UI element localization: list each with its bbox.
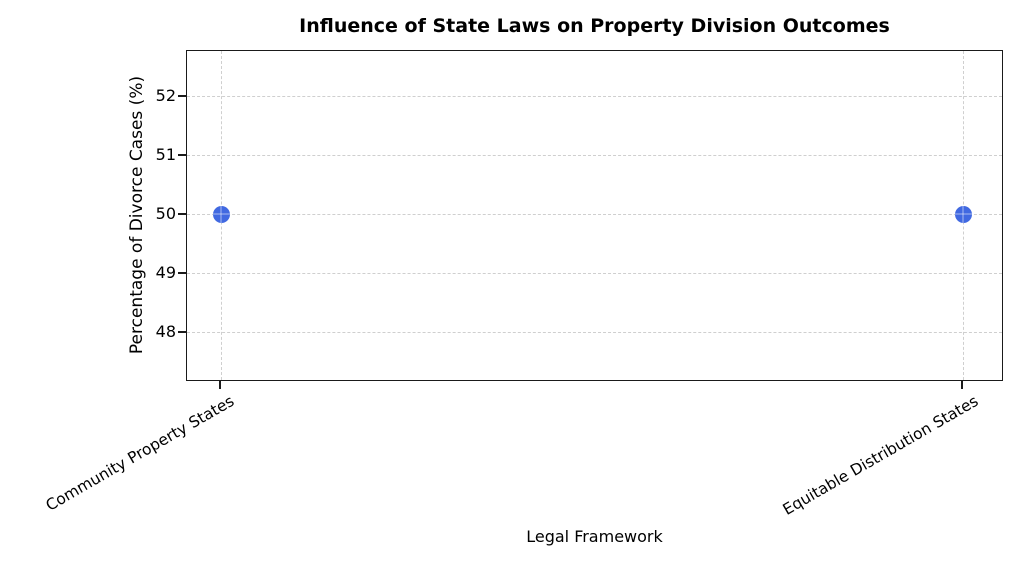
x-tick-mark: [961, 381, 963, 389]
y-tick-label-50: 50: [155, 204, 176, 223]
gridline-y-50: [187, 214, 1002, 215]
y-tick-label-51: 51: [155, 145, 176, 164]
x-tick-mark: [219, 381, 221, 389]
plot-area: [186, 50, 1003, 381]
y-tick-mark: [178, 272, 186, 274]
gridline-y-48: [187, 332, 1002, 333]
y-tick-label-49: 49: [155, 263, 176, 282]
x-tick-label-community-property: Community Property States: [42, 392, 238, 515]
y-tick-mark: [178, 213, 186, 215]
y-tick-mark: [178, 331, 186, 333]
y-tick-mark: [178, 95, 186, 97]
y-tick-mark: [178, 154, 186, 156]
gridline-y-51: [187, 155, 1002, 156]
chart-title: Influence of State Laws on Property Divi…: [299, 15, 890, 37]
data-point-community-property: [213, 206, 230, 223]
x-tick-label-equitable-distribution: Equitable Distribution States: [779, 392, 981, 519]
x-axis-label: Legal Framework: [526, 527, 663, 546]
gridline-y-49: [187, 273, 1002, 274]
y-tick-label-52: 52: [155, 86, 176, 105]
y-tick-label-48: 48: [155, 322, 176, 341]
gridline-y-52: [187, 96, 1002, 97]
data-point-equitable-distribution: [955, 206, 972, 223]
